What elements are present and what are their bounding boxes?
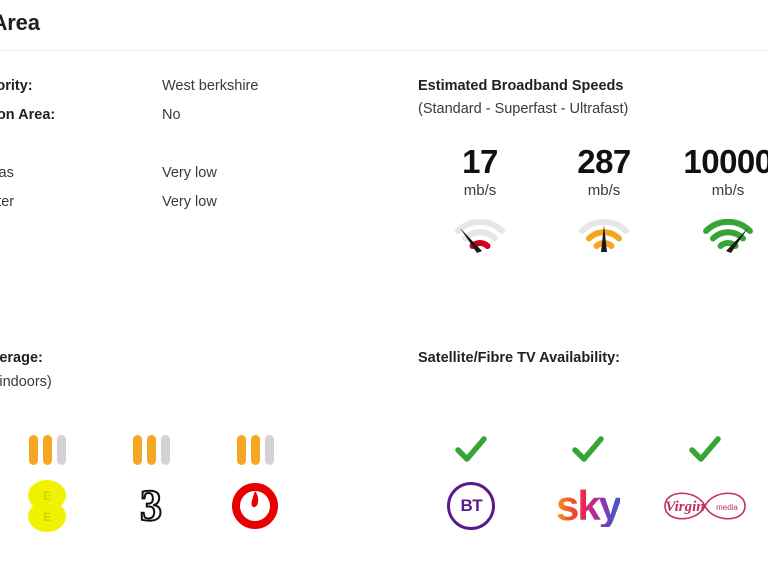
wifi-gauge-medium-icon [542,213,666,259]
speed-ultrafast: 10000 mb/s [666,143,768,259]
virgin-media-logo-subtext: media [716,503,738,512]
info-value: No [162,107,181,123]
signal-bar [42,435,52,465]
signal-bars-three [132,425,170,475]
info-label: Local Authority: [0,78,33,94]
signal-bars-vodafone [236,425,274,475]
header-divider [0,50,768,51]
mobile-provider-vodafone [203,425,307,537]
mobile-provider-three: 3 [99,425,203,537]
tv-availability-section: Satellite/Fibre TV Availability: [418,350,768,366]
signal-bar [250,435,260,465]
sky-logo-icon: sky [555,475,622,537]
info-label: Surface Water [0,194,15,210]
three-logo-text: 3 [139,481,163,530]
table-row: Conservation Area: No [0,107,322,136]
table-row: Surface Water Very low [0,194,322,223]
speed-superfast: 287 mb/s [542,143,666,259]
area-info-table: Local Authority: West berkshire Conserva… [0,78,322,223]
ee-logo-letter: E [28,501,66,532]
table-row: Local Authority: West berkshire [0,78,322,107]
signal-bar [264,435,274,465]
speed-unit: mb/s [711,181,745,199]
info-label: Rivers & Seas [0,165,14,181]
tv-availability-title: Satellite/Fibre TV Availability: [418,350,620,366]
green-check-icon [454,425,488,475]
sky-logo-text: sky [555,482,622,529]
ee-logo-icon: E E [28,475,66,537]
info-value: West berkshire [162,78,259,94]
mobile-provider-row: E E 3 [0,425,325,537]
virgin-logo-text: Virgin [665,499,704,515]
speed-value: 10000 [683,143,768,180]
speed-value: 17 [462,143,498,180]
mobile-coverage-section: Mobile Coverage: (Voice calls indoors) [0,350,322,390]
signal-bar [160,435,170,465]
tv-provider-sky: sky [530,425,647,537]
broadband-speeds-row: 17 mb/s 287 mb/s [418,143,768,259]
tv-provider-row: BT sky Virgin me [413,425,763,537]
signal-bar [28,435,38,465]
info-value: Very low [162,165,217,181]
green-check-icon [571,425,605,475]
signal-bar [146,435,156,465]
bt-logo-text: BT [447,482,496,530]
signal-bar [56,435,66,465]
mobile-coverage-subtitle: (Voice calls indoors) [0,374,52,390]
info-value: Very low [162,194,217,210]
broadband-section: Estimated Broadband Speeds (Standard - S… [418,78,768,253]
vodafone-logo-icon [232,475,278,537]
tv-provider-bt: BT [413,425,530,537]
signal-bar [132,435,142,465]
info-label: Conservation Area: [0,107,56,123]
wifi-gauge-low-icon [418,213,542,259]
signal-bar [236,435,246,465]
speed-standard: 17 mb/s [418,143,542,259]
wifi-gauge-high-icon [666,213,768,259]
green-check-icon [688,425,722,475]
tv-provider-virgin-media: Virgin media [646,425,763,537]
mobile-provider-ee: E E [0,425,99,537]
speed-value: 287 [577,143,631,180]
page-title: The Area [0,10,40,35]
bt-logo-icon: BT [447,475,496,537]
broadband-subtitle: (Standard - Superfast - Ultrafast) [418,101,629,117]
info-label: Flood Risk: [0,136,162,152]
broadband-title: Estimated Broadband Speeds [418,78,624,94]
signal-bars-ee [28,425,66,475]
speed-unit: mb/s [463,181,497,199]
table-row: Rivers & Seas Very low [0,165,322,194]
three-logo-icon: 3 [139,475,163,537]
virgin-media-logo-icon: Virgin media [659,475,751,537]
mobile-coverage-title: Mobile Coverage: [0,350,43,366]
speed-unit: mb/s [587,181,621,199]
table-row: Flood Risk: [0,136,322,165]
